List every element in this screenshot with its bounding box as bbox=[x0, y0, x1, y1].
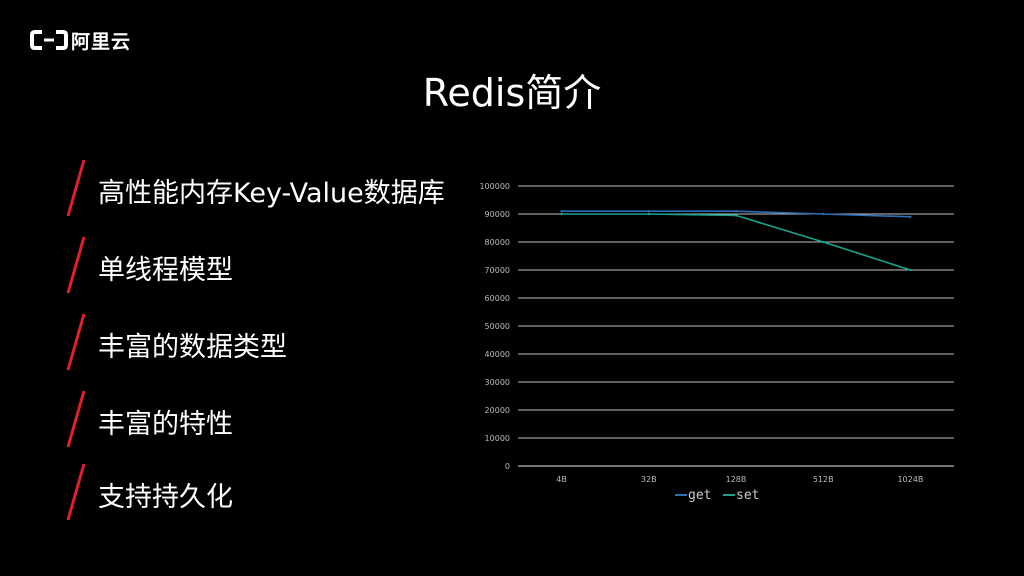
y-tick-label: 20000 bbox=[485, 406, 510, 415]
x-tick-label: 1024B bbox=[897, 475, 923, 484]
brand-name: 阿里云 bbox=[71, 30, 132, 53]
bullet-item: 支持持久化 bbox=[64, 462, 474, 522]
data-point-get bbox=[560, 210, 563, 213]
bullet-text: 支持持久化 bbox=[98, 482, 233, 513]
bullet-text: 丰富的特性 bbox=[98, 409, 233, 440]
bullet-item: 丰富的数据类型 bbox=[64, 312, 474, 372]
x-tick-label: 32B bbox=[641, 475, 657, 484]
y-tick-label: 70000 bbox=[485, 266, 510, 275]
legend-label-get: get bbox=[688, 488, 711, 503]
x-tick-label: 512B bbox=[813, 475, 834, 484]
x-tick-label: 128B bbox=[726, 475, 747, 484]
bullet-item: 高性能内存Key-Value数据库 bbox=[64, 158, 474, 218]
data-point-get bbox=[734, 210, 738, 213]
y-tick-label: 30000 bbox=[485, 378, 510, 387]
red-slash-icon bbox=[66, 159, 86, 217]
y-tick-label: 10000 bbox=[485, 434, 510, 443]
bullet-text: 丰富的数据类型 bbox=[98, 332, 287, 363]
y-tick-label: 50000 bbox=[485, 322, 510, 331]
y-tick-label: 0 bbox=[505, 462, 510, 471]
red-slash-icon bbox=[66, 236, 86, 294]
bullet-text: 高性能内存Key-Value数据库 bbox=[98, 178, 445, 209]
data-point-set bbox=[647, 212, 650, 216]
data-point-get bbox=[647, 210, 650, 213]
slide-title: Redis简介 bbox=[422, 71, 602, 115]
brand-logo: 阿里云 bbox=[30, 27, 131, 53]
aliyun-logo-icon bbox=[30, 30, 68, 50]
data-point-set bbox=[560, 212, 563, 216]
red-slash-icon bbox=[66, 390, 86, 448]
data-point-set bbox=[822, 240, 825, 244]
y-tick-label: 40000 bbox=[485, 350, 510, 359]
y-tick-label: 100000 bbox=[479, 182, 510, 191]
bullet-text: 单线程模型 bbox=[98, 255, 233, 286]
x-tick-label: 4B bbox=[556, 475, 567, 484]
y-tick-label: 80000 bbox=[485, 238, 510, 247]
legend-label-set: set bbox=[736, 488, 759, 503]
data-point-set bbox=[734, 214, 738, 217]
y-tick-label: 60000 bbox=[485, 294, 510, 303]
data-point-set bbox=[909, 268, 912, 272]
y-tick-label: 90000 bbox=[485, 210, 510, 219]
red-slash-icon bbox=[66, 313, 86, 371]
bullet-item: 单线程模型 bbox=[64, 235, 474, 295]
red-slash-icon bbox=[66, 463, 86, 521]
bullet-item: 丰富的特性 bbox=[64, 389, 474, 449]
data-point-get bbox=[909, 215, 912, 218]
data-point-get bbox=[822, 212, 825, 216]
throughput-line-chart: 0 10000 20000 30000 40000 50000 60000 70000 8000… bbox=[479, 182, 954, 503]
